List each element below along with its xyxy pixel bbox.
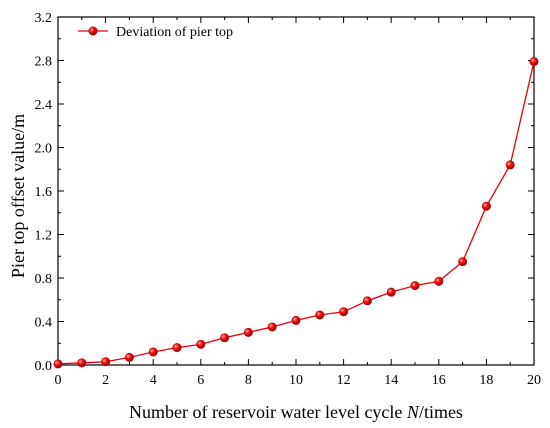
data-point	[196, 339, 206, 349]
series-layer	[53, 57, 539, 369]
y-tick-label: 3.2	[35, 11, 53, 26]
legend-label: Deviation of pier top	[116, 25, 233, 40]
data-point	[124, 352, 134, 362]
ticks: 0 2 4 6 8 10 12 14 16 18 20 0.0 0.4 0.8 1.2 1.6 2.0 2.4 2.…	[35, 11, 542, 388]
x-tick-label: 14	[384, 373, 398, 388]
data-point	[434, 276, 444, 286]
x-tick-label: 10	[289, 373, 303, 388]
data-point	[53, 359, 63, 369]
y-tick-label: 0.0	[35, 359, 53, 374]
x-axis-title-var: N	[406, 402, 420, 422]
data-point	[77, 358, 87, 368]
legend-marker	[88, 26, 98, 36]
y-tick-label: 2.0	[35, 142, 53, 157]
x-axis-title-prefix: Number of reservoir water level cycle	[129, 402, 407, 422]
data-point	[101, 357, 111, 367]
x-tick-label: 20	[527, 373, 541, 388]
x-tick-label: 18	[479, 373, 493, 388]
data-point	[362, 296, 372, 306]
data-point	[339, 307, 349, 317]
y-tick-label: 0.8	[35, 272, 53, 287]
data-point	[505, 160, 515, 170]
x-tick-label: 0	[55, 373, 62, 388]
data-point	[243, 327, 253, 337]
data-point	[291, 315, 301, 325]
y-tick-label: 2.4	[35, 98, 53, 113]
x-axis-title: Number of reservoir water level cycle N/…	[129, 402, 463, 422]
data-point	[148, 347, 158, 357]
y-tick-label: 2.8	[35, 55, 53, 70]
axes	[57, 16, 535, 366]
data-point	[172, 343, 182, 353]
plot-frame	[57, 16, 535, 366]
data-point	[481, 201, 491, 211]
x-axis-title-suffix: /times	[419, 402, 463, 422]
x-tick-label: 4	[150, 373, 157, 388]
y-tick-label: 1.6	[35, 185, 53, 200]
x-tick-label: 6	[197, 373, 204, 388]
data-point	[315, 310, 325, 320]
x-tick-label: 8	[245, 373, 252, 388]
y-axis-title: Pier top offset value/m	[8, 114, 28, 278]
x-tick-label: 16	[432, 373, 446, 388]
data-point	[267, 322, 277, 332]
data-point	[386, 287, 396, 297]
y-tick-label: 0.4	[35, 316, 53, 331]
data-point	[458, 257, 468, 267]
legend: Deviation of pier top	[78, 25, 233, 40]
y-tick-label: 1.2	[35, 229, 53, 244]
data-point	[410, 281, 420, 291]
x-tick-label: 12	[337, 373, 351, 388]
data-point	[529, 57, 539, 67]
data-point	[220, 333, 230, 343]
x-tick-label: 2	[102, 373, 109, 388]
